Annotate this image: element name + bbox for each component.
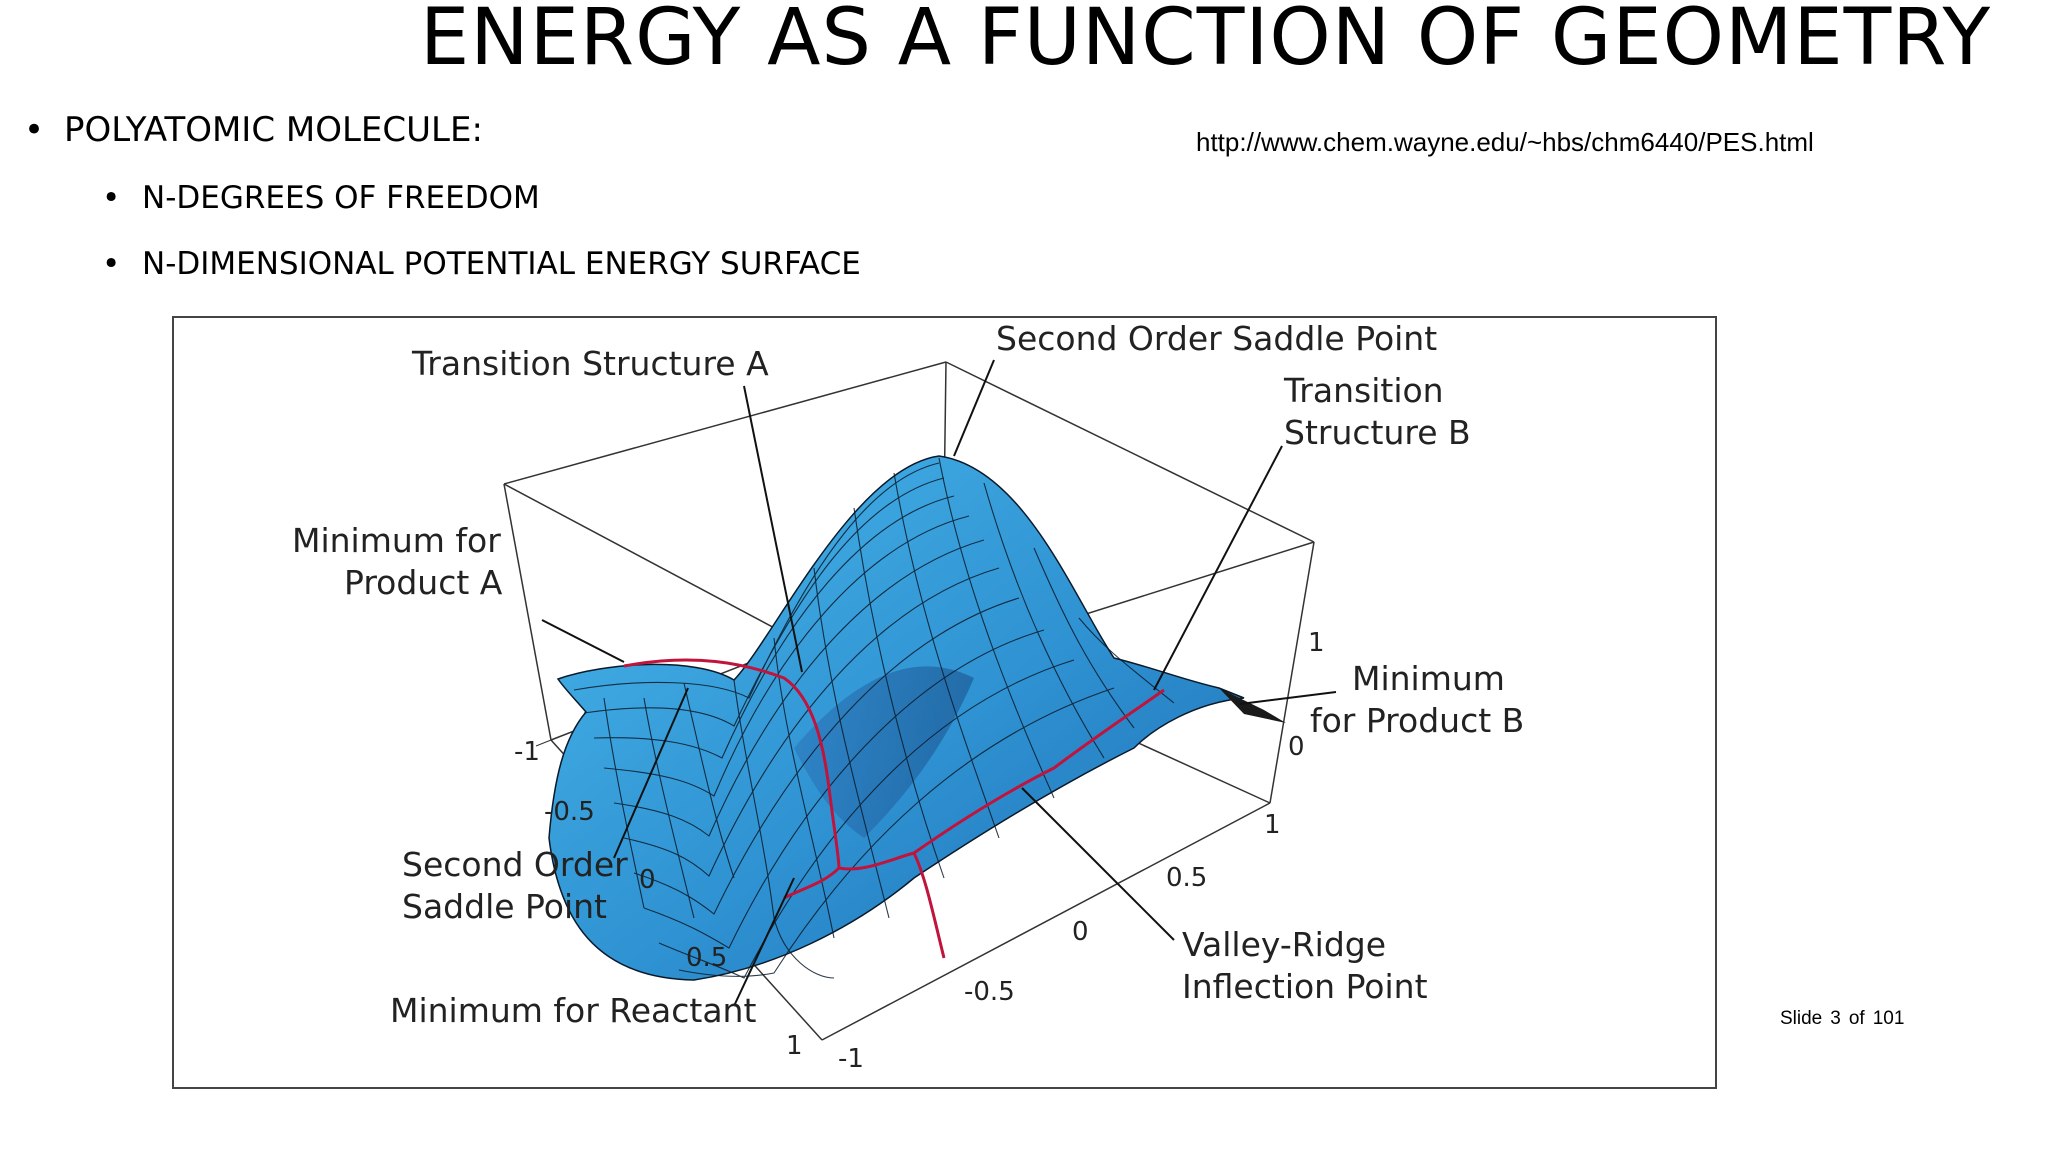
slide-title: ENERGY AS A FUNCTION OF GEOMETRY xyxy=(420,0,1992,83)
reaction-path xyxy=(623,658,1165,959)
tick-label: 0 xyxy=(1072,917,1089,947)
tick-label: 1 xyxy=(1308,628,1325,658)
label-minimum-reactant: Minimum for Reactant xyxy=(390,991,756,1030)
tick-label: 0.5 xyxy=(686,943,727,973)
tick-label: 1 xyxy=(1264,810,1281,840)
source-url[interactable]: http://www.chem.wayne.edu/~hbs/chm6440/P… xyxy=(1196,127,1814,157)
label-minimum-product-b-1: Minimum xyxy=(1352,659,1505,698)
tick-label: -1 xyxy=(838,1044,864,1074)
slide-current: 3 xyxy=(1830,1008,1841,1029)
slide-of: of xyxy=(1848,1008,1865,1029)
label-valley-ridge-2: Inflection Point xyxy=(1182,967,1428,1006)
label-valley-ridge-1: Valley-Ridge xyxy=(1182,925,1386,964)
tick-label: 0.5 xyxy=(1166,863,1207,893)
tick-label: 0 xyxy=(639,865,656,895)
bullet-text: N-DIMENSIONAL POTENTIAL ENERGY SURFACE xyxy=(142,246,861,282)
tick-label: -0.5 xyxy=(964,977,1015,1007)
energy-surface xyxy=(548,455,1286,981)
tick-label: 1 xyxy=(786,1031,803,1061)
annotations: Transition Structure A Second Order Sadd… xyxy=(292,319,1524,1030)
leader-lines xyxy=(541,359,1337,1007)
tick-label: 0 xyxy=(1288,732,1305,762)
right-axis: 1 0 xyxy=(1288,628,1325,762)
label-transition-structure-a: Transition Structure A xyxy=(411,344,769,383)
bullet-icon: • xyxy=(24,110,45,150)
label-minimum-product-a-2: Product A xyxy=(344,563,503,602)
sub-bullet-item: • N-DIMENSIONAL POTENTIAL ENERGY SURFACE xyxy=(102,246,861,282)
bullet-icon: • xyxy=(102,180,121,216)
slide-total: 101 xyxy=(1872,1008,1905,1029)
label-transition-structure-b-1: Transition xyxy=(1283,371,1444,410)
label-second-order-saddle-left-1: Second Order xyxy=(402,845,628,884)
label-second-order-saddle-top: Second Order Saddle Point xyxy=(996,319,1437,358)
slide-counter: Slide 3 of 101 xyxy=(1780,1008,1912,1030)
label-transition-structure-b-2: Structure B xyxy=(1284,413,1471,452)
left-axis: -1 -0.5 0 0.5 1 xyxy=(514,737,803,1061)
label-second-order-saddle-left-2: Saddle Point xyxy=(402,887,607,926)
label-minimum-product-a-1: Minimum for xyxy=(292,521,501,560)
slide-label: Slide xyxy=(1780,1008,1823,1029)
bullet-text: POLYATOMIC MOLECULE: xyxy=(64,110,483,150)
bullet-item: • POLYATOMIC MOLECULE: xyxy=(24,110,483,150)
potential-energy-surface-diagram: -1 -0.5 0 0.5 1 -1 -0.5 0 0.5 1 1 0 xyxy=(292,319,1524,1074)
bullet-icon: • xyxy=(102,246,121,282)
pes-figure: -1 -0.5 0 0.5 1 -1 -0.5 0 0.5 1 1 0 xyxy=(172,316,1717,1089)
tick-label: -0.5 xyxy=(544,797,595,827)
label-minimum-product-b-2: for Product B xyxy=(1310,701,1524,740)
bullet-text: N-DEGREES OF FREEDOM xyxy=(142,180,540,216)
tick-label: -1 xyxy=(514,737,540,767)
bottom-axis: -1 -0.5 0 0.5 1 xyxy=(838,810,1281,1074)
sub-bullet-item: • N-DEGREES OF FREEDOM xyxy=(102,180,540,216)
surface-mesh xyxy=(573,457,1175,979)
